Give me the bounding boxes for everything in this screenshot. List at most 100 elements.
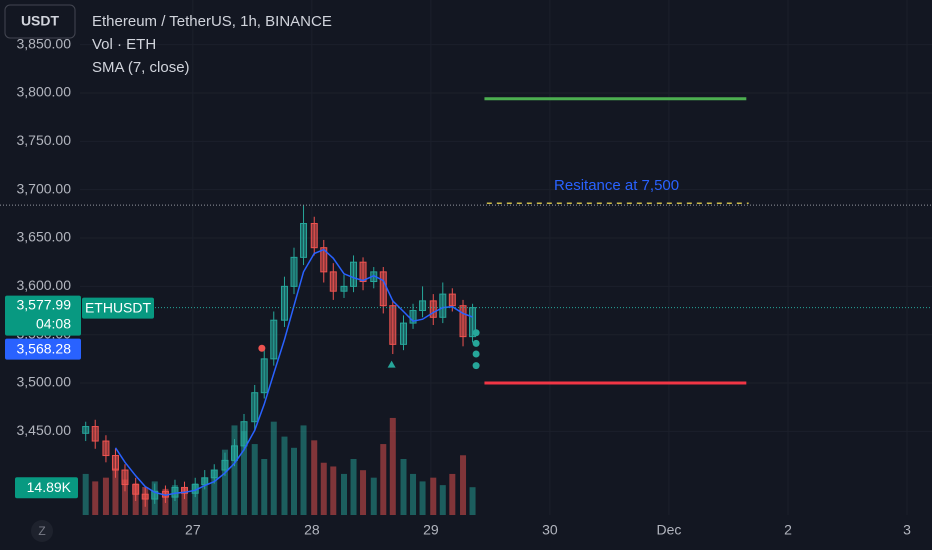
volume-bar — [460, 455, 467, 515]
candle-body — [102, 440, 110, 457]
volume-bar — [121, 479, 128, 515]
y-tick-label: 3,700.00 — [17, 180, 72, 196]
candle-body — [310, 223, 318, 249]
y-tick-label: 3,750.00 — [17, 132, 72, 148]
candle-body — [400, 322, 408, 345]
reset-button[interactable] — [31, 520, 53, 542]
symbol-button[interactable] — [4, 4, 76, 39]
volume-badge — [15, 477, 78, 499]
x-tick-label: 29 — [423, 522, 439, 538]
volume-bar — [340, 473, 347, 515]
candle-body — [459, 305, 467, 338]
volume-bar — [211, 470, 218, 515]
candle-body — [82, 426, 90, 434]
sma-line — [114, 248, 473, 496]
candle-body — [329, 271, 337, 292]
candle-body — [221, 459, 229, 471]
volume-bar — [410, 473, 417, 515]
volume-bar — [281, 436, 288, 515]
volume-badge-label: 14.89K — [27, 479, 72, 495]
candle-body — [448, 293, 456, 307]
volume-bar — [181, 487, 188, 515]
axes: 3,450.003,500.003,550.003,600.003,650.00… — [5, 35, 911, 538]
legend-volume: Vol · ETH — [92, 36, 156, 53]
volume-bar — [231, 425, 238, 515]
candle-body — [389, 305, 397, 345]
candle-body — [230, 445, 238, 461]
candle-body — [359, 261, 367, 283]
x-tick-label: 3 — [903, 522, 911, 538]
volume-bar — [300, 425, 307, 515]
x-tick-label: 27 — [185, 522, 201, 538]
signal-marker — [472, 339, 480, 347]
signal-marker — [472, 350, 480, 358]
volume-bar — [400, 459, 407, 515]
volume-bar — [389, 417, 396, 515]
reset-button-label[interactable]: Z — [38, 524, 45, 538]
candle-body — [121, 469, 129, 486]
candle-body — [240, 421, 248, 447]
volume-bar — [430, 477, 437, 515]
candle-body — [111, 455, 119, 471]
candle-body — [210, 469, 218, 479]
candle-body — [350, 261, 358, 287]
volume-bar — [330, 466, 337, 515]
volume-bar — [261, 459, 268, 515]
candle-body — [429, 300, 437, 318]
candle-body — [91, 426, 99, 442]
volume-bar — [192, 483, 199, 515]
volume-bar — [92, 481, 99, 515]
y-tick-label: 3,600.00 — [17, 277, 72, 293]
x-tick-label: 28 — [304, 522, 320, 538]
header: USDT Ethereum / TetherUS, 1h, BINANCE Vo… — [4, 4, 332, 542]
volume-bar — [311, 440, 318, 515]
y-tick-label: 3,850.00 — [17, 35, 72, 51]
signal-marker — [387, 360, 396, 368]
candle-body — [151, 490, 159, 500]
x-tick-label: Dec — [656, 522, 681, 538]
signal-marker — [472, 362, 480, 370]
candle-body — [379, 271, 387, 307]
candle-body — [201, 477, 209, 486]
y-tick-label: 3,500.00 — [17, 374, 72, 390]
sma-badge — [5, 338, 81, 360]
candle-body — [260, 358, 268, 394]
y-tick-label: 3,450.00 — [17, 422, 72, 438]
volume-bar — [419, 481, 426, 515]
volume-bar — [380, 444, 387, 515]
volume-bar — [370, 477, 377, 515]
price-pane: Resitance at 7,500 — [0, 97, 932, 507]
legend-sma: SMA (7, close) — [92, 59, 190, 76]
volume-bar — [449, 473, 456, 515]
y-tick-label: 3,650.00 — [17, 229, 72, 245]
candle-body — [439, 293, 447, 318]
candle-body — [340, 285, 348, 292]
volume-bar — [102, 477, 109, 515]
symbol-button-label[interactable]: USDT — [21, 13, 60, 29]
candle-body — [469, 307, 477, 338]
signal-marker — [472, 329, 480, 337]
volume-bar — [241, 431, 248, 515]
candle-body — [132, 484, 140, 495]
volume-bar — [469, 487, 476, 515]
volume-bar — [251, 444, 258, 515]
x-tick-label: 30 — [542, 522, 558, 538]
candle-body — [141, 493, 149, 500]
volume-bar — [350, 459, 357, 515]
candle-body — [290, 256, 298, 287]
candle-body — [180, 486, 188, 494]
sma-badge-label: 3,568.28 — [17, 340, 72, 356]
candle-body — [280, 285, 288, 321]
volume-bar — [221, 449, 228, 515]
x-tick-label: 2 — [784, 522, 792, 538]
candle-body — [419, 300, 427, 312]
countdown-label: 04:08 — [36, 315, 71, 331]
candle-body — [409, 310, 417, 324]
volume-bar — [439, 485, 446, 515]
candle-body — [300, 223, 308, 258]
volume-bar — [82, 473, 89, 515]
volume-bar — [360, 470, 367, 515]
annotation: Resitance at 7,500 — [554, 177, 679, 194]
